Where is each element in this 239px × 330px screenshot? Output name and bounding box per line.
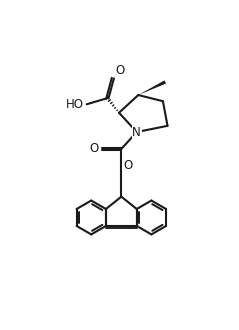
Text: O: O xyxy=(91,143,100,155)
Text: O: O xyxy=(115,64,125,77)
Text: O: O xyxy=(123,159,132,172)
Text: N: N xyxy=(132,125,141,139)
Text: O: O xyxy=(114,62,124,75)
Text: O: O xyxy=(90,143,99,155)
Text: O: O xyxy=(124,159,133,172)
Text: HO: HO xyxy=(65,98,84,111)
Polygon shape xyxy=(138,81,166,95)
Text: N: N xyxy=(132,125,141,139)
Text: HO: HO xyxy=(66,99,84,112)
